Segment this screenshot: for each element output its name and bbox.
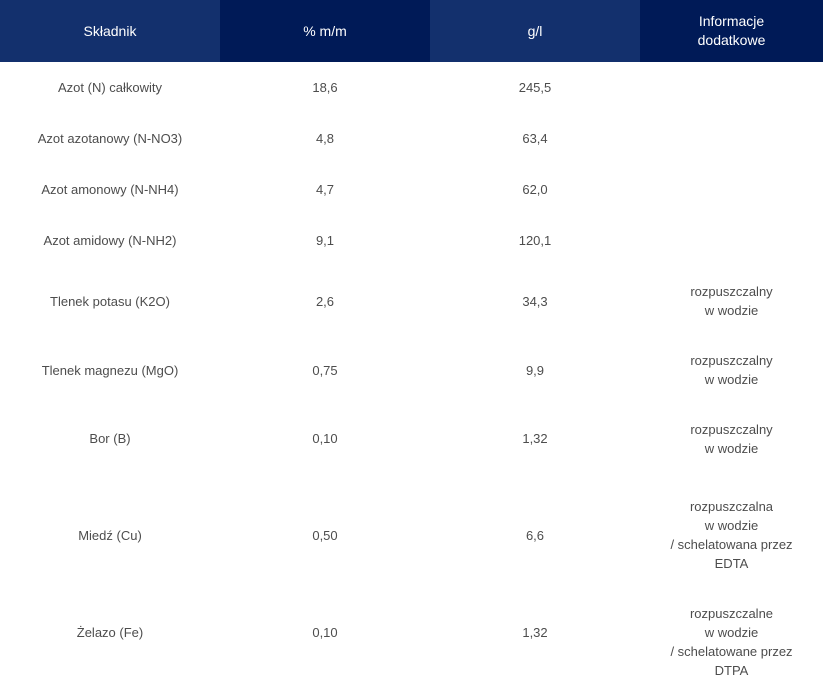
gl-value: 120,1 [518,232,552,248]
info-line: w wodzie [704,518,759,533]
info-line: EDTA [714,556,749,571]
percent-value: 9,1 [315,232,335,248]
header-grams-per-liter: g/l [430,0,640,62]
gl-value: 245,5 [518,80,552,95]
info-line: rozpuszczalna [689,499,774,514]
cell-inner: Żelazo (Fe) [76,625,144,640]
table-row: Tlenek magnezu (MgO) 0,75 9,9 rozpuszcza… [0,337,823,403]
table-row: Tlenek potasu (K2O) 2,6 34,3 rozpuszczal… [0,265,823,337]
cell-inner: 1,32 [522,625,548,640]
info-line: w wodzie [704,625,759,640]
gl-value: 62,0 [522,182,548,197]
percent-value: 0,75 [312,362,338,378]
ingredient-name: Żelazo (Fe) [0,596,220,684]
info-line: / schelatowane przez [670,644,793,659]
percent-value: 0,10 [312,431,338,446]
info-cell [640,113,823,164]
percent-value: 4,7 [315,182,335,197]
gl-value: 34,3 [522,293,548,309]
info-line: DTPA [714,663,749,678]
header-info-line: Informacje [698,13,765,29]
table-row: Miedź (Cu) 0,50 6,6 rozpuszczalna w wodz… [0,474,823,596]
info-line: rozpuszczalny [690,284,773,299]
ingredient-name: Azot azotanowy (N-NO3) [37,131,183,146]
table-row: Azot (N) całkowity 18,6 245,5 [0,62,823,113]
cell-inner: rozpuszczalne w wodzie / schelatowane pr… [640,596,823,680]
percent-value: 0,10 [220,596,430,684]
header-percent-mass: % m/m [220,0,430,62]
info-line: rozpuszczalny [690,353,773,368]
gl-value: 1,32 [430,596,640,684]
info-line: rozpuszczalny [690,421,773,437]
header-ingredient: Składnik [0,0,220,62]
ingredient-name: Azot amidowy (N-NH2) [43,232,177,248]
gl-value: 63,4 [522,131,548,146]
info-cell: rozpuszczalny w wodzie [640,337,823,403]
info-line: w wodzie [704,372,759,387]
gl-value: 1,32 [522,431,548,446]
ingredient-name: Azot (N) całkowity [57,80,163,95]
cell-inner: 0,10 [312,625,338,640]
table-row: Bor (B) 0,10 1,32 rozpuszczalny w wodzie [0,403,823,474]
ingredient-name: Tlenek magnezu (MgO) [41,362,179,378]
info-line: / schelatowana przez [670,537,793,552]
percent-value: 2,6 [315,293,335,309]
info-line: w wodzie [704,303,759,318]
info-cell: rozpuszczalna w wodzie / schelatowana pr… [640,474,823,596]
table-body: Azot (N) całkowity 18,6 245,5 Azot azota… [0,62,823,684]
gl-value: 9,9 [525,362,545,378]
percent-value: 0,50 [312,527,338,543]
table-row: Żelazo (Fe) 0,10 1,32 rozpuszczalne w wo… [0,596,823,684]
info-line: rozpuszczalne [689,606,774,621]
table-row: Azot amidowy (N-NH2) 9,1 120,1 [0,215,823,265]
info-cell [640,164,823,215]
percent-value: 18,6 [312,80,338,95]
header-info-line: dodatkowe [697,32,766,48]
info-cell [640,62,823,113]
ingredient-name: Miedź (Cu) [78,527,142,543]
info-cell [640,215,823,265]
table-header: Składnik % m/m g/l Informacje dodatkowe [0,0,823,62]
ingredient-name: Bor (B) [89,431,131,446]
info-cell: rozpuszczalny w wodzie [640,265,823,337]
ingredient-name: Tlenek potasu (K2O) [50,293,170,309]
table-row: Azot amonowy (N-NH4) 4,7 62,0 [0,164,823,215]
percent-value: 4,8 [315,131,335,146]
info-cell: rozpuszczalny w wodzie [640,403,823,474]
info-line: w wodzie [704,440,759,456]
ingredient-name: Azot amonowy (N-NH4) [41,182,179,197]
header-additional-info: Informacje dodatkowe [640,0,823,62]
info-cell: rozpuszczalne w wodzie / schelatowane pr… [640,596,823,684]
table-row: Azot azotanowy (N-NO3) 4,8 63,4 [0,113,823,164]
gl-value: 6,6 [525,527,545,543]
